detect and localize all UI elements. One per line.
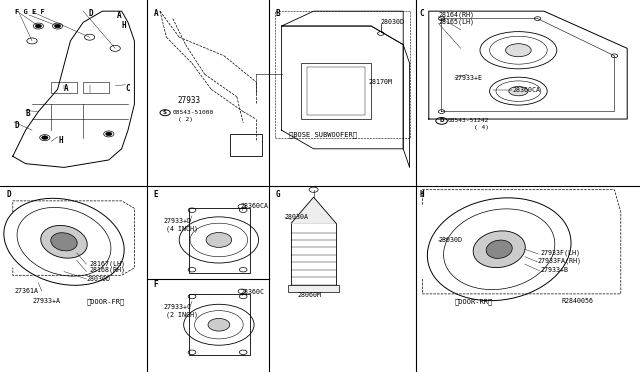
Text: 28165(LH): 28165(LH) [438,18,474,25]
Text: 28360CA: 28360CA [240,203,268,209]
Text: H: H [122,21,126,30]
Ellipse shape [51,233,77,251]
Text: B: B [26,109,30,118]
Text: R2840056: R2840056 [561,298,593,304]
Text: 28170M: 28170M [368,79,392,85]
Bar [83,82,109,93]
Text: 28360C: 28360C [240,289,264,295]
Text: 27933FA(RH): 27933FA(RH) [538,258,582,264]
Text: 〈BOSE SUBWOOFER〉: 〈BOSE SUBWOOFER〉 [289,131,357,138]
Text: F: F [154,280,158,289]
Text: 28060M: 28060M [298,292,322,298]
Text: ( 2): ( 2) [178,117,193,122]
Text: A: A [117,11,122,20]
Text: 28168(RH): 28168(RH) [90,267,125,273]
Bar [291,223,336,286]
Text: (2 INCH): (2 INCH) [166,311,198,318]
Circle shape [208,318,230,331]
Text: 27933+C: 27933+C [163,304,191,310]
Text: 27933+A: 27933+A [32,298,60,304]
Circle shape [42,136,48,140]
Text: C: C [419,9,424,18]
Ellipse shape [506,44,531,57]
Text: 08543-51242: 08543-51242 [448,118,489,124]
Text: 28360CA: 28360CA [512,87,540,93]
Text: 28167(LH): 28167(LH) [90,260,125,267]
Text: (4 INCH): (4 INCH) [166,225,198,232]
Ellipse shape [473,231,525,267]
Text: B: B [275,9,280,18]
Bar [288,285,339,292]
Text: 08543-51000: 08543-51000 [173,110,214,115]
Text: 27933+D: 27933+D [163,218,191,224]
Text: S: S [163,110,167,115]
Bar [189,208,250,273]
Text: 27933+B: 27933+B [541,267,569,273]
Text: ( 4): ( 4) [474,125,488,130]
Text: 27933: 27933 [178,96,201,105]
Ellipse shape [41,225,87,258]
Bar [275,11,410,138]
Text: 28030D: 28030D [381,19,404,25]
Text: D: D [88,9,93,18]
Bar [51,82,77,93]
Text: F G E F: F G E F [15,9,45,15]
Text: A: A [154,9,158,18]
Ellipse shape [509,87,528,96]
Text: 27933F(LH): 27933F(LH) [541,250,581,256]
Text: H: H [59,136,63,145]
Text: G: G [275,190,280,199]
Text: 〈DOOR-RR〉: 〈DOOR-RR〉 [454,298,493,305]
Text: C: C [125,84,130,93]
Text: E: E [154,190,158,199]
Text: 27361A: 27361A [14,288,38,294]
Text: 28030A: 28030A [285,214,309,219]
Bar [189,294,250,355]
Circle shape [35,24,42,28]
Bar [307,67,365,115]
Text: 〈DOOR-FR〉: 〈DOOR-FR〉 [86,298,125,305]
Circle shape [106,132,112,136]
Text: H: H [419,190,424,199]
Text: 28030D: 28030D [86,276,111,282]
Polygon shape [291,197,336,223]
Text: D: D [6,190,11,199]
Circle shape [206,232,232,247]
Text: D: D [439,118,444,124]
Text: 28030D: 28030D [438,237,463,243]
Text: 28164(RH): 28164(RH) [438,12,474,18]
Text: A: A [64,84,68,93]
Bar [301,63,371,119]
Ellipse shape [486,240,512,259]
Circle shape [54,24,61,28]
Bar [230,134,262,156]
Text: D: D [14,121,19,130]
Text: 27933+E: 27933+E [454,75,483,81]
